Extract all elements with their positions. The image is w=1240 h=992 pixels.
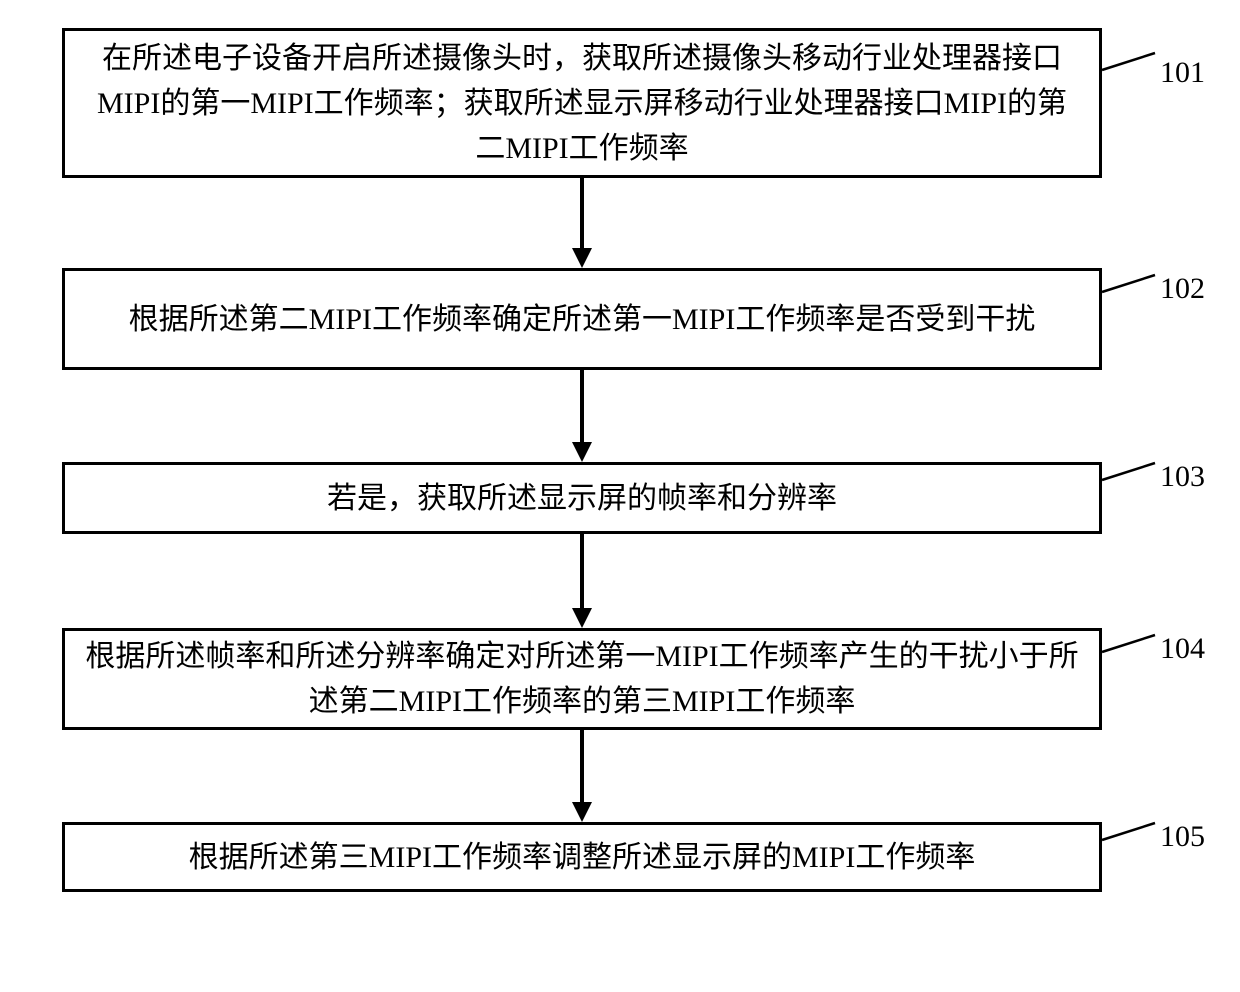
flowchart-node: 若是，获取所述显示屏的帧率和分辨率 xyxy=(62,462,1102,534)
node-label: 104 xyxy=(1160,632,1205,666)
node-label: 102 xyxy=(1160,272,1205,306)
flowchart-node: 根据所述帧率和所述分辨率确定对所述第一MIPI工作频率产生的干扰小于所述第二MI… xyxy=(62,628,1102,730)
node-text: 根据所述第二MIPI工作频率确定所述第一MIPI工作频率是否受到干扰 xyxy=(129,297,1036,342)
arrow-head-icon xyxy=(572,248,592,268)
flow-arrow xyxy=(580,178,584,250)
leader-line xyxy=(1100,630,1160,660)
leader-line xyxy=(1100,270,1160,300)
flowchart-node: 在所述电子设备开启所述摄像头时，获取所述摄像头移动行业处理器接口MIPI的第一M… xyxy=(62,28,1102,178)
leader-line xyxy=(1100,818,1160,848)
arrow-head-icon xyxy=(572,802,592,822)
node-label: 101 xyxy=(1160,56,1205,90)
flowchart-canvas: 在所述电子设备开启所述摄像头时，获取所述摄像头移动行业处理器接口MIPI的第一M… xyxy=(0,0,1240,992)
flow-arrow xyxy=(580,534,584,610)
flowchart-node: 根据所述第二MIPI工作频率确定所述第一MIPI工作频率是否受到干扰 xyxy=(62,268,1102,370)
arrow-head-icon xyxy=(572,442,592,462)
leader-line xyxy=(1100,48,1160,78)
flowchart-node: 根据所述第三MIPI工作频率调整所述显示屏的MIPI工作频率 xyxy=(62,822,1102,892)
node-text: 根据所述第三MIPI工作频率调整所述显示屏的MIPI工作频率 xyxy=(189,835,976,880)
flow-arrow xyxy=(580,370,584,444)
node-label: 103 xyxy=(1160,460,1205,494)
node-label: 105 xyxy=(1160,820,1205,854)
flow-arrow xyxy=(580,730,584,804)
node-text: 根据所述帧率和所述分辨率确定对所述第一MIPI工作频率产生的干扰小于所述第二MI… xyxy=(85,634,1079,724)
arrow-head-icon xyxy=(572,608,592,628)
node-text: 在所述电子设备开启所述摄像头时，获取所述摄像头移动行业处理器接口MIPI的第一M… xyxy=(85,36,1079,171)
leader-line xyxy=(1100,458,1160,488)
node-text: 若是，获取所述显示屏的帧率和分辨率 xyxy=(327,476,837,521)
